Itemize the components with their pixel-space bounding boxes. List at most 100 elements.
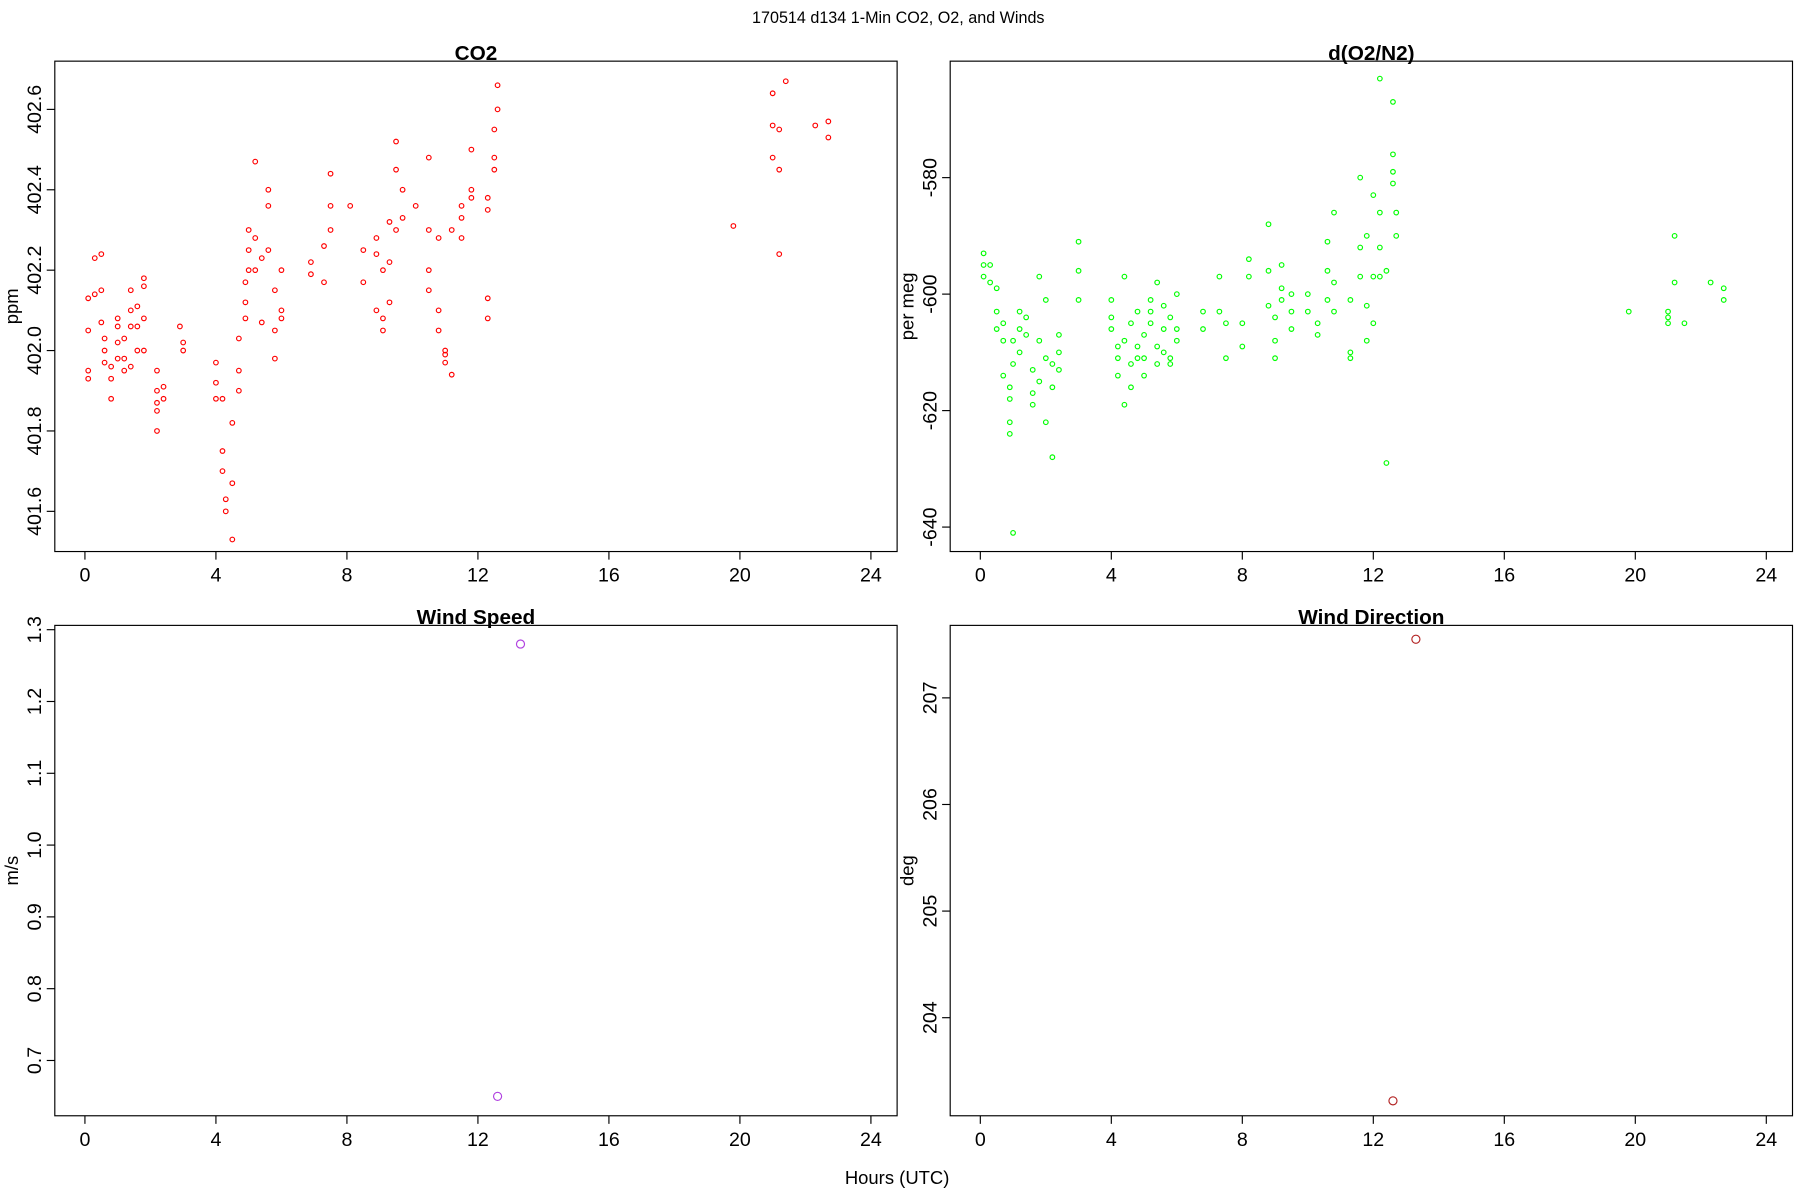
data-point — [1141, 331, 1147, 338]
data-point — [154, 407, 160, 414]
data-point — [769, 154, 776, 161]
y-tick-label: 402.6 — [24, 85, 46, 134]
data-point — [769, 90, 776, 97]
data-point — [252, 235, 259, 241]
data-point — [127, 363, 134, 370]
data-point — [114, 315, 121, 322]
data-point — [435, 235, 442, 241]
data-point — [180, 339, 187, 346]
data-point — [219, 468, 226, 475]
data-point — [108, 395, 115, 402]
y-tick-label: 207 — [919, 682, 941, 715]
x-tick-label: 12 — [467, 1129, 489, 1151]
data-point — [1108, 326, 1115, 332]
data-point — [1720, 297, 1727, 303]
data-point — [1167, 355, 1174, 362]
y-tick-label: 1.2 — [24, 688, 46, 715]
data-point — [154, 387, 160, 394]
data-point — [245, 227, 252, 233]
x-tick-label: 20 — [729, 1129, 751, 1151]
data-point — [154, 428, 160, 434]
data-point — [308, 271, 314, 278]
data-point — [1000, 372, 1007, 379]
data-point — [458, 215, 465, 221]
x-tick-label: 0 — [975, 1129, 986, 1151]
data-point — [360, 279, 367, 286]
data-point — [1357, 273, 1364, 280]
data-point — [987, 279, 994, 286]
data-point — [265, 247, 272, 253]
data-point — [213, 359, 219, 366]
data-point — [1114, 372, 1121, 379]
data-point — [484, 206, 491, 213]
data-point — [1665, 308, 1671, 315]
data-point — [85, 367, 92, 374]
data-point — [160, 395, 167, 402]
data-point — [1128, 361, 1134, 367]
data-point — [308, 259, 314, 266]
y-axis-label: per meg — [896, 272, 917, 340]
data-point — [484, 194, 491, 201]
data-point — [154, 399, 160, 406]
data-point — [252, 158, 259, 165]
data-point — [1272, 337, 1278, 344]
data-point — [1245, 256, 1252, 263]
data-point — [1288, 308, 1295, 315]
y-tick-label: 401.6 — [24, 487, 46, 536]
data-point — [1075, 267, 1082, 274]
data-point — [1357, 174, 1364, 181]
data-point — [141, 275, 147, 282]
x-tick-label: 8 — [1237, 1129, 1248, 1151]
data-point — [134, 303, 141, 310]
data-point — [458, 235, 465, 241]
data-point — [278, 307, 285, 314]
data-point — [442, 347, 449, 354]
x-tick-label: 0 — [975, 565, 986, 587]
data-point — [101, 347, 108, 354]
data-point — [327, 170, 334, 177]
data-point — [458, 202, 465, 209]
data-point — [245, 247, 252, 253]
data-point — [1000, 320, 1007, 327]
data-point — [213, 395, 219, 402]
data-point — [1056, 331, 1062, 338]
data-point — [265, 186, 272, 193]
data-point — [373, 251, 380, 257]
data-point — [1390, 151, 1396, 158]
data-point — [1042, 419, 1049, 426]
data-point — [114, 355, 121, 362]
data-point — [468, 186, 475, 193]
x-tick-label: 0 — [79, 1129, 90, 1151]
data-point — [91, 291, 98, 298]
plot-frame — [54, 60, 898, 553]
data-point — [393, 227, 399, 233]
data-point — [258, 319, 265, 326]
data-point — [1216, 308, 1223, 315]
data-point — [1288, 291, 1295, 298]
data-point — [980, 250, 987, 257]
data-point — [1239, 320, 1246, 327]
data-point — [121, 367, 128, 374]
data-point — [1314, 331, 1321, 338]
data-point — [1154, 343, 1161, 350]
x-axis-label: Hours (UTC) — [845, 1167, 950, 1188]
data-point — [776, 166, 783, 173]
data-point — [1114, 343, 1121, 350]
x-tick-label: 4 — [210, 565, 221, 587]
data-point — [1383, 267, 1390, 274]
data-point — [435, 307, 442, 314]
data-point — [1671, 232, 1678, 239]
data-point — [114, 323, 121, 330]
data-point — [85, 295, 92, 302]
x-tick-label: 8 — [1237, 565, 1248, 587]
data-point — [1154, 279, 1161, 286]
x-tick-label: 4 — [1106, 1129, 1117, 1151]
data-point — [515, 639, 526, 649]
data-point — [1049, 454, 1056, 461]
data-point — [321, 243, 327, 249]
data-point — [1265, 221, 1272, 228]
data-point — [98, 287, 105, 294]
data-point — [1006, 431, 1013, 437]
x-tick-label: 4 — [210, 1129, 221, 1151]
